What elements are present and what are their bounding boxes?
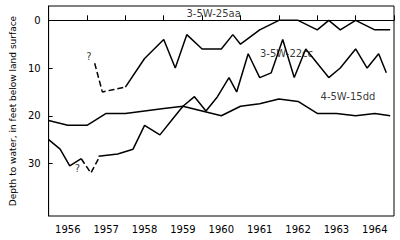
svg-text:20: 20 [28,110,41,121]
svg-text:4-5W-15dd: 4-5W-15dd [321,91,376,102]
svg-text:10: 10 [28,63,41,74]
svg-text:1961: 1961 [247,224,272,235]
svg-text:1963: 1963 [324,224,349,235]
svg-text:1956: 1956 [55,224,80,235]
svg-text:3-5W-22cc: 3-5W-22cc [260,48,314,60]
svg-text:1959: 1959 [170,224,195,235]
svg-text:0: 0 [34,15,40,26]
svg-text:Depth to water, in feet below: Depth to water, in feet below land surfa… [8,15,18,206]
svg-text:1957: 1957 [93,224,118,235]
svg-text:1964: 1964 [362,224,387,235]
svg-text:?: ? [75,163,80,174]
svg-text:30: 30 [28,158,41,169]
svg-text:1962: 1962 [285,224,310,235]
svg-text:3-5W-25aa: 3-5W-25aa [186,8,240,19]
svg-text:1960: 1960 [209,224,234,235]
svg-text:?: ? [86,51,91,62]
svg-text:1958: 1958 [132,224,157,235]
